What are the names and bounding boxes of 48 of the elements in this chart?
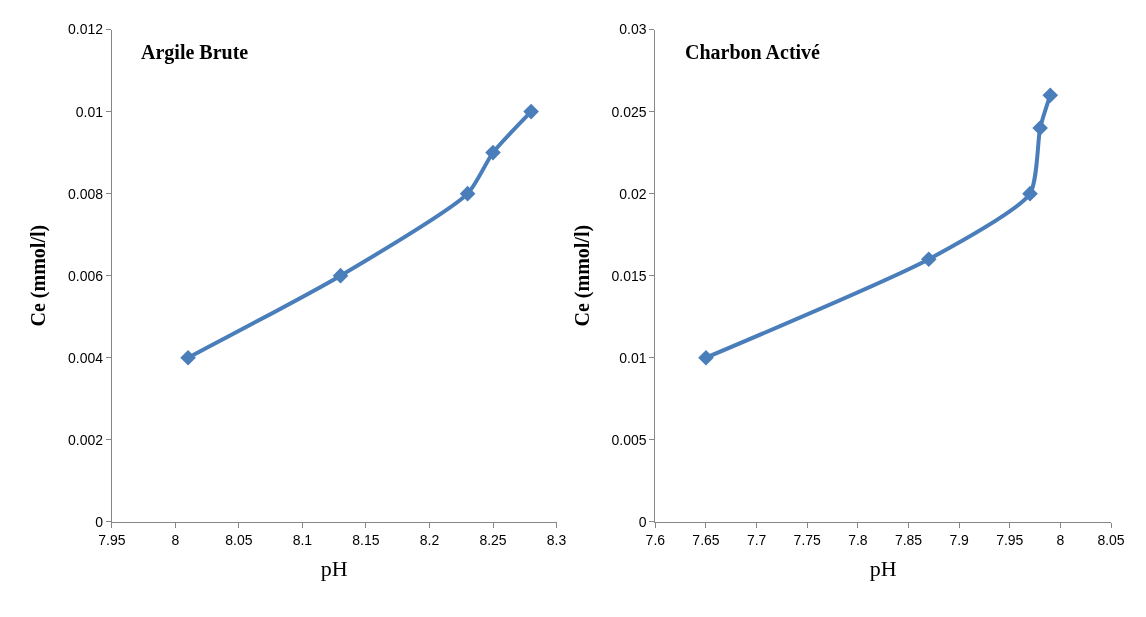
y-axis-title: Ce (mmol/l): [27, 224, 51, 327]
x-axis-title: pH: [869, 556, 897, 582]
x-tick-label: 8: [1056, 531, 1065, 548]
y-tick-label: 0.006: [67, 267, 104, 284]
x-tick-label: 7.95: [98, 531, 126, 548]
x-tick-label: 8.05: [1097, 531, 1125, 548]
x-tick-label: 8.05: [225, 531, 253, 548]
text: Charbon Activé: [685, 41, 821, 63]
x-tick-label: 8.2: [419, 531, 440, 548]
x-axis-title: pH: [320, 556, 348, 582]
y-tick-label: 0.012: [67, 21, 104, 38]
x-tick-label: 8.1: [292, 531, 313, 548]
y-axis-title: Ce (mmol/l): [571, 224, 594, 327]
y-tick-label: 0: [95, 513, 104, 530]
x-tick-label: 8: [171, 531, 180, 548]
y-tick-label: 0.004: [67, 349, 104, 366]
x-tick-label: 7.9: [949, 531, 970, 548]
point: [485, 144, 501, 161]
x-tick-label: 7.7: [746, 531, 767, 548]
y-tick-label: 0.008: [67, 185, 104, 202]
y-tick-label: 0.005: [611, 431, 647, 448]
text: Argile Brute: [141, 41, 249, 64]
x-tick-label: 7.8: [848, 531, 868, 548]
point: [180, 349, 196, 366]
x-tick-label: 8.15: [352, 531, 380, 548]
y-tick-label: 0.002: [67, 431, 104, 448]
y-tick-label: 0.02: [619, 185, 647, 202]
y-tick-label: 0.01: [619, 349, 647, 366]
y-tick-label: 0.015: [611, 267, 647, 284]
x-tick-label: 7.65: [692, 531, 720, 548]
y-tick-label: 0.025: [611, 103, 647, 120]
y-tick-label: 0.01: [75, 103, 104, 120]
x-tick-label: 7.6: [645, 531, 666, 548]
x-tick-label: 7.85: [894, 531, 923, 548]
x-tick-label: 8.3: [546, 531, 567, 548]
x-tick-label: 7.75: [793, 531, 822, 548]
point: [698, 349, 714, 366]
point: [1032, 120, 1048, 136]
point: [1042, 87, 1059, 103]
x-tick-label: 8.25: [479, 531, 507, 548]
point: [459, 185, 476, 202]
point: [332, 267, 349, 284]
x-tick-label: 7.95: [996, 531, 1024, 548]
y-tick-label: 0.03: [619, 21, 647, 38]
point: [1022, 185, 1038, 202]
point: [523, 103, 539, 120]
point: [920, 251, 937, 268]
y-tick-label: 0: [638, 513, 647, 530]
